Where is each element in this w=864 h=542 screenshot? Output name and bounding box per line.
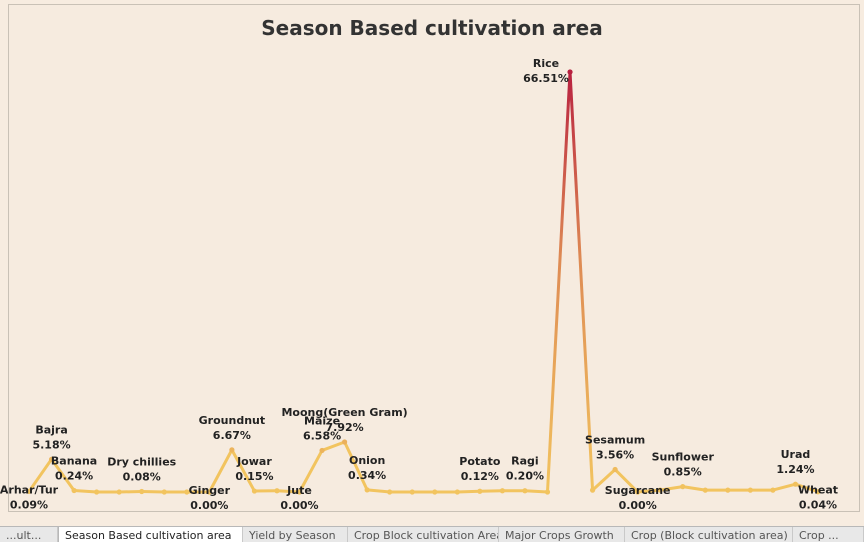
data-label-value: 0.09% — [10, 498, 48, 511]
data-point[interactable] — [522, 488, 527, 493]
series-line-segment — [683, 487, 706, 490]
data-point[interactable] — [117, 489, 122, 494]
data-point[interactable] — [432, 489, 437, 494]
data-label-name: Sunflower — [652, 451, 715, 464]
line-chart: Arhar/Tur 0.09% Bajra 5.18% Banana 0.24% Dry c… — [0, 0, 864, 526]
data-label-name: Ragi — [511, 455, 539, 468]
data-label-value: 0.34% — [348, 469, 386, 482]
series-line-segment — [525, 491, 548, 492]
data-point[interactable] — [725, 488, 730, 493]
data-label-value: 6.67% — [213, 429, 251, 442]
data-label-value: 7.92% — [326, 421, 364, 434]
data-point[interactable] — [455, 489, 460, 494]
data-point[interactable] — [590, 488, 595, 493]
data-label-name: Rice — [533, 57, 559, 70]
sheet-tab[interactable]: Crop (Block cultivation area) — [625, 527, 793, 542]
data-label-name: Jowar — [236, 455, 272, 468]
data-label-value: 3.56% — [596, 449, 634, 462]
data-label-name: Groundnut — [199, 414, 265, 427]
series-line-segment — [480, 491, 503, 492]
series-line-segment — [322, 442, 345, 450]
series-line-segment — [367, 490, 390, 492]
data-label-name: Moong(Green Gram) — [281, 406, 407, 419]
data-point[interactable] — [94, 489, 99, 494]
data-label-name: Ginger — [189, 484, 231, 497]
data-label-value: 0.24% — [55, 469, 93, 482]
data-point[interactable] — [410, 489, 415, 494]
series-line-segment — [570, 72, 593, 490]
data-label-value: 0.04% — [799, 499, 837, 512]
data-label-name: Urad — [781, 448, 811, 461]
data-label-name: Jute — [286, 484, 312, 497]
data-point[interactable] — [274, 488, 279, 493]
data-label-name: Dry chillies — [107, 455, 176, 468]
series-line-segment — [119, 491, 142, 492]
data-point[interactable] — [139, 489, 144, 494]
series-line-segment — [773, 484, 796, 490]
data-point[interactable] — [748, 488, 753, 493]
data-point[interactable] — [500, 488, 505, 493]
data-label-value: 0.85% — [664, 466, 702, 479]
sheet-tab[interactable]: Crop ... — [793, 527, 864, 542]
data-label-name: Onion — [349, 454, 385, 467]
data-point[interactable] — [162, 489, 167, 494]
sheet-tab[interactable]: Season Based cultivation area — [58, 527, 243, 542]
data-label-value: 0.00% — [190, 499, 228, 512]
series-line-segment — [142, 491, 165, 492]
data-label-name: Sugarcane — [605, 484, 671, 497]
data-point[interactable] — [703, 488, 708, 493]
data-label-name: Banana — [51, 454, 97, 467]
data-point[interactable] — [71, 488, 76, 493]
data-point[interactable] — [770, 488, 775, 493]
data-point[interactable] — [229, 447, 234, 452]
data-point[interactable] — [252, 488, 257, 493]
data-point[interactable] — [613, 467, 618, 472]
data-label-name: Wheat — [798, 484, 838, 497]
data-label-value: 0.12% — [461, 470, 499, 483]
data-point[interactable] — [365, 487, 370, 492]
data-label-value: 0.15% — [235, 470, 273, 483]
data-point[interactable] — [680, 484, 685, 489]
sheet-tab[interactable]: Yield by Season — [243, 527, 348, 542]
sheet-tab[interactable]: Major Crops Growth — [499, 527, 625, 542]
data-point[interactable] — [319, 448, 324, 453]
sheet-tab[interactable]: ...ult... — [0, 527, 58, 542]
data-label-name: Arhar/Tur — [0, 483, 59, 496]
data-label-value: 0.00% — [619, 499, 657, 512]
data-label-name: Sesamum — [585, 434, 645, 447]
data-label-name: Bajra — [35, 423, 67, 436]
data-point[interactable] — [545, 489, 550, 494]
data-label-value: 0.00% — [280, 499, 318, 512]
series-line-segment — [457, 491, 480, 492]
data-label-value: 0.20% — [506, 470, 544, 483]
data-point[interactable] — [342, 439, 347, 444]
data-label-value: 5.18% — [32, 438, 70, 451]
data-label-value: 1.24% — [776, 463, 814, 476]
sheet-tab[interactable]: Crop Block cultivation Area — [348, 527, 499, 542]
data-label-value: 66.51% — [523, 72, 569, 85]
data-label-value: 0.08% — [123, 470, 161, 483]
series-line-segment — [74, 490, 97, 492]
data-label-name: Potato — [459, 455, 501, 468]
data-point[interactable] — [477, 489, 482, 494]
series-line-segment — [547, 72, 570, 492]
data-point[interactable] — [387, 489, 392, 494]
